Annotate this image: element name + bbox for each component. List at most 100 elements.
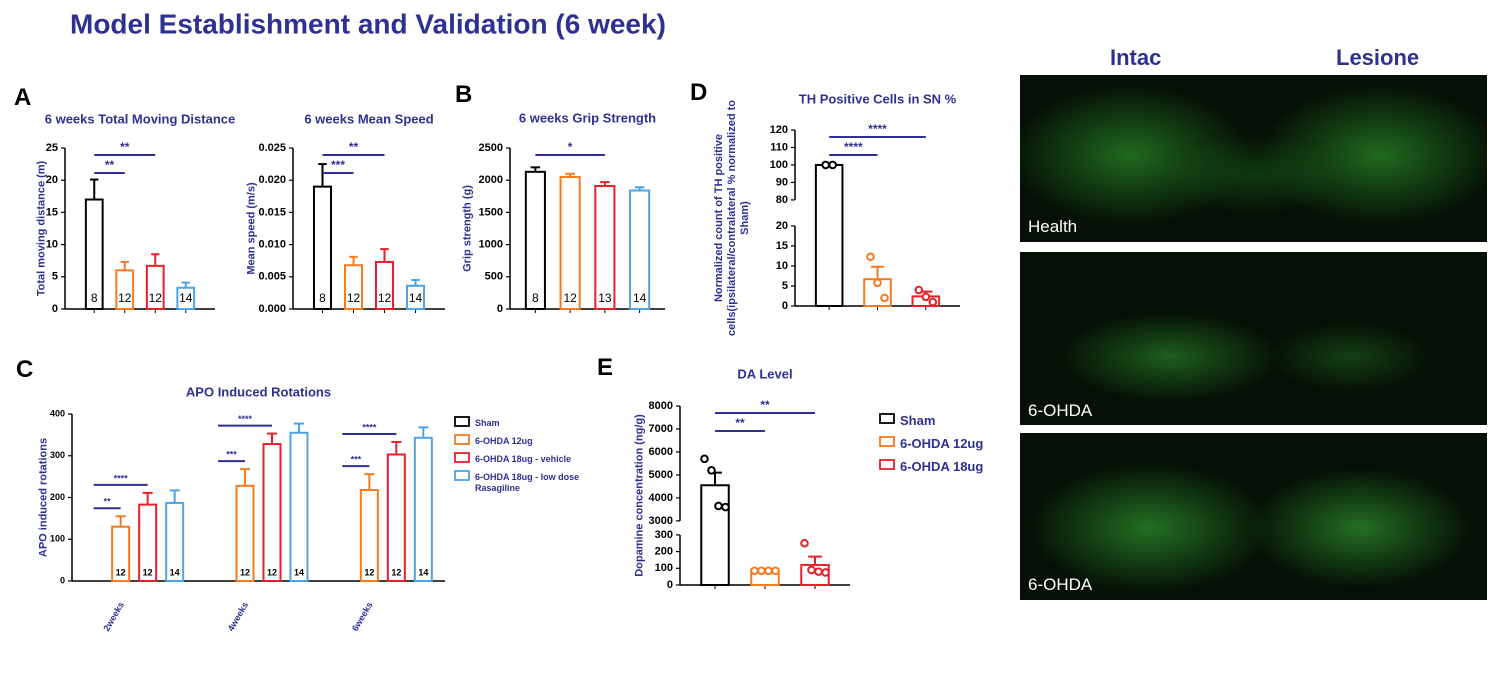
- significance-label: ****: [238, 414, 253, 424]
- n-label: 12: [267, 567, 277, 577]
- legend-swatch: [879, 413, 895, 424]
- y-axis-label: Normalized count of TH positive cells(ip…: [712, 100, 751, 336]
- y-axis-label-box: Normalized count of TH positive cells(ip…: [712, 100, 751, 336]
- data-point: [771, 566, 780, 576]
- bar: [312, 185, 333, 310]
- y-tick-label: 15: [46, 206, 58, 218]
- bar: [405, 284, 426, 311]
- legend-label: 6-OHDA 18ug - low dose Rasagiline: [475, 472, 580, 493]
- data-point: [807, 565, 816, 575]
- micrograph: 6-OHDA 12ug: [1020, 252, 1487, 425]
- micrograph: Health control: [1020, 75, 1487, 242]
- bar: [165, 501, 185, 582]
- n-label: 14: [633, 291, 647, 305]
- bar: [84, 198, 104, 311]
- legend-label: Sham: [475, 418, 500, 428]
- y-axis-label: Total moving distance (m): [35, 160, 48, 297]
- data-point: [914, 285, 924, 295]
- chart-title: TH Positive Cells in SN %: [799, 91, 957, 106]
- bar: [374, 260, 395, 311]
- y-tick-label: 3000: [649, 515, 673, 527]
- y-tick-label: 15: [776, 240, 788, 252]
- bar: [559, 175, 581, 310]
- legend-swatch: [879, 459, 895, 470]
- significance-label: ****: [114, 473, 129, 483]
- n-label: 12: [116, 567, 126, 577]
- data-point: [828, 160, 837, 170]
- y-tick-label: 2000: [479, 174, 503, 186]
- y-tick-label: 200: [655, 545, 673, 557]
- image-label: Health control: [1028, 217, 1078, 236]
- y-tick-label: 300: [50, 450, 65, 460]
- micrograph: 6-OHDA: [1020, 433, 1487, 600]
- y-tick-label: 110: [770, 141, 788, 153]
- y-tick-label: 120: [770, 124, 788, 136]
- y-tick-label: 200: [50, 492, 65, 502]
- bar: [594, 184, 616, 310]
- significance-label: **: [735, 416, 745, 430]
- legend-swatch: [454, 452, 470, 463]
- n-label: 14: [179, 291, 193, 305]
- data-point: [764, 566, 773, 576]
- bar: [235, 484, 255, 582]
- data-point: [707, 466, 716, 475]
- y-tick-label: 0.010: [258, 239, 286, 251]
- y-tick-label: 4000: [649, 492, 673, 504]
- data-point: [814, 567, 823, 576]
- n-label: 13: [598, 291, 612, 305]
- y-tick-label: 100: [655, 562, 673, 574]
- y-tick-label: 2500: [479, 142, 503, 154]
- y-axis-label-box: Mean speed (m/s): [246, 182, 258, 274]
- legend-label: 6-OHDA 12ug: [900, 438, 984, 451]
- chart-title: DA Level: [737, 366, 792, 381]
- chart-title: 6 weeks Mean Speed: [304, 111, 433, 126]
- significance-label: **: [104, 497, 112, 507]
- bar: [145, 264, 165, 310]
- n-label: 12: [118, 291, 132, 305]
- n-label: 12: [149, 291, 163, 305]
- legend-label-box: 6-OHDA 12ug: [900, 438, 984, 451]
- y-tick-label: 0: [782, 300, 788, 312]
- data-point: [714, 501, 723, 511]
- n-label: 14: [294, 567, 304, 577]
- image-label: 6-OHDA: [1028, 575, 1093, 594]
- bar: [359, 488, 379, 582]
- panel-label: C: [16, 356, 34, 383]
- n-label: 14: [170, 567, 180, 577]
- significance-label: ***: [226, 449, 237, 459]
- y-tick-label: 0: [52, 303, 58, 315]
- chart-title: APO Induced Rotations: [186, 384, 331, 399]
- n-label: 14: [409, 291, 423, 305]
- significance-label: ***: [331, 158, 345, 172]
- significance-label: ****: [362, 422, 377, 432]
- bar: [111, 525, 131, 582]
- y-tick-label: 10: [46, 239, 58, 251]
- legend-swatch: [879, 436, 895, 447]
- y-tick-label: 300: [655, 529, 673, 541]
- y-tick-label: 6000: [649, 446, 673, 458]
- y-tick-label: 0: [667, 579, 673, 591]
- y-tick-label: 8000: [649, 400, 673, 412]
- n-label: 14: [418, 567, 428, 577]
- y-tick-label: 5: [52, 271, 58, 283]
- data-point: [821, 568, 830, 577]
- bar: [700, 484, 730, 587]
- significance-label: ****: [868, 122, 887, 136]
- y-axis-label-box: Total moving distance (m): [35, 160, 48, 297]
- y-tick-label: 0.020: [258, 174, 286, 186]
- y-tick-label: 5000: [649, 469, 673, 481]
- bar: [629, 189, 651, 310]
- y-tick-label: 0.000: [258, 303, 286, 315]
- bar: [343, 264, 364, 311]
- x-tick-label: 4weeks: [226, 600, 251, 633]
- n-label: 8: [91, 291, 98, 305]
- bar: [138, 503, 158, 582]
- panel-label: D: [690, 79, 708, 106]
- significance-label: ***: [351, 454, 362, 464]
- x-tick-label: 6weeks: [350, 600, 375, 633]
- legend-label-box: 6-OHDA 18ug - vehicle: [475, 454, 571, 464]
- n-label: 12: [240, 567, 250, 577]
- y-tick-label: 80: [776, 194, 788, 206]
- slide-title: Model Establishment and Validation (6 we…: [70, 8, 666, 39]
